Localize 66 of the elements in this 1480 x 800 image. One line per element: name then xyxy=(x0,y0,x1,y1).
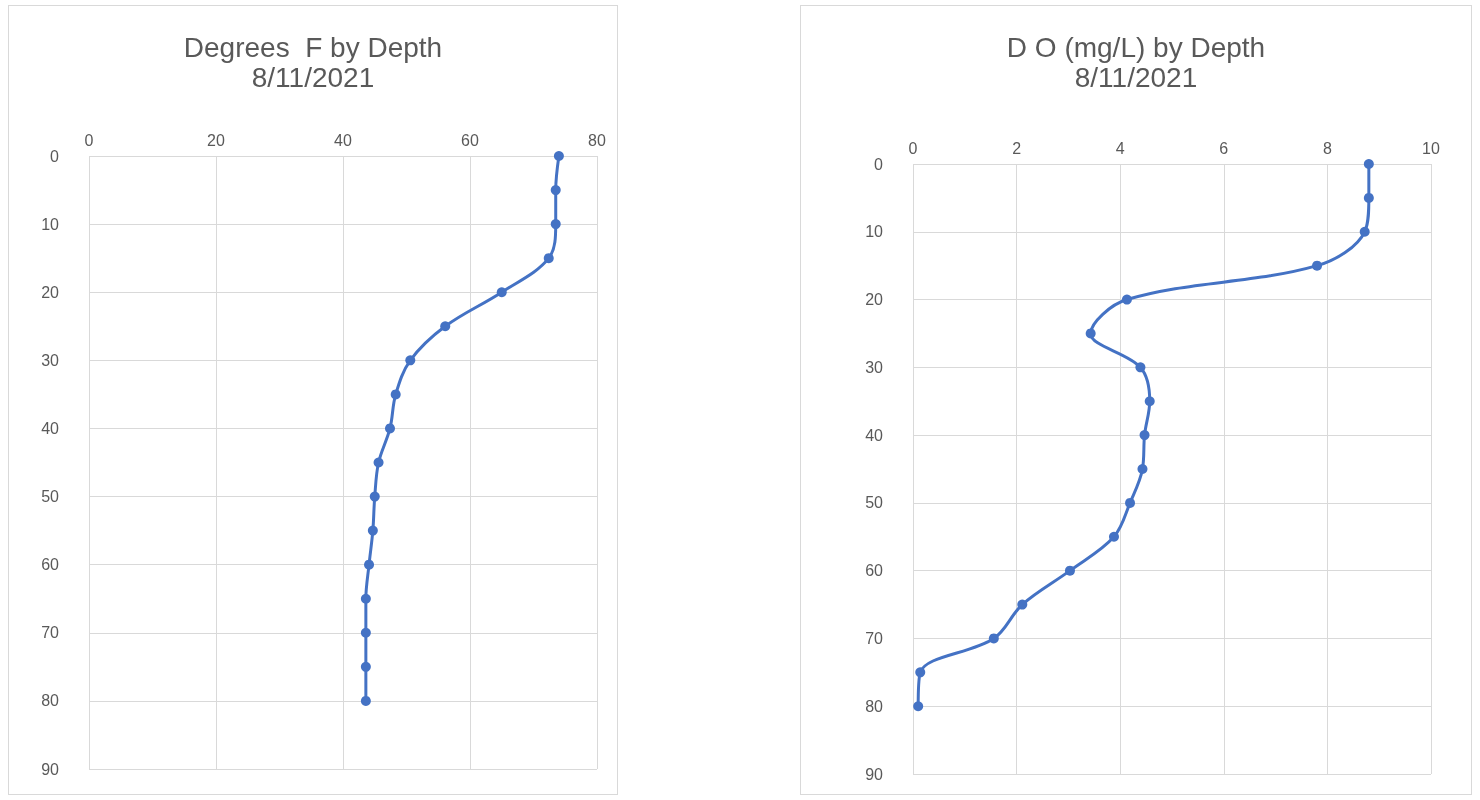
point xyxy=(1144,396,1155,407)
y-tick-label: 60 xyxy=(41,556,60,574)
point xyxy=(543,253,554,264)
y-tick-label: 90 xyxy=(41,760,60,778)
y-tick-label: 0 xyxy=(874,155,884,173)
chart-title: D O (mg/L) by Depth xyxy=(1006,31,1266,63)
y-tick-label: 30 xyxy=(865,358,884,376)
x-tick-label: 0 xyxy=(908,139,918,157)
x-tick-label: 80 xyxy=(588,131,606,149)
x-tick-label: 6 xyxy=(1219,139,1229,157)
point xyxy=(1108,531,1119,542)
y-tick-label: 70 xyxy=(41,624,60,642)
point xyxy=(915,667,926,678)
y-tick-label: 40 xyxy=(41,419,60,437)
point xyxy=(1359,226,1370,237)
point xyxy=(1085,328,1096,339)
point xyxy=(913,701,924,712)
y-tick-label: 50 xyxy=(865,494,884,512)
point xyxy=(360,695,371,706)
point xyxy=(405,355,416,366)
y-tick-label: 70 xyxy=(865,629,884,647)
y-tick-label: 30 xyxy=(41,351,60,369)
y-tick-label: 10 xyxy=(41,215,60,233)
point xyxy=(550,185,561,196)
point xyxy=(369,491,380,502)
x-tick-label: 0 xyxy=(84,131,94,149)
y-tick-label: 40 xyxy=(865,426,884,444)
y-tick-label: 60 xyxy=(865,562,884,580)
x-tick-label: 60 xyxy=(461,131,479,149)
point xyxy=(988,633,999,644)
point xyxy=(1135,362,1146,373)
point xyxy=(390,389,401,400)
x-tick-label: 40 xyxy=(334,131,352,149)
point xyxy=(440,321,451,332)
y-tick-label: 50 xyxy=(41,488,60,506)
point xyxy=(553,151,564,161)
chart-title: Degrees F by Depth xyxy=(183,31,443,63)
x-tick-label: 10 xyxy=(1422,139,1440,157)
point xyxy=(360,593,371,604)
y-tick-label: 90 xyxy=(865,765,884,783)
point xyxy=(1363,159,1374,169)
point xyxy=(1125,497,1136,508)
x-tick-label: 20 xyxy=(207,131,225,149)
point xyxy=(367,525,378,536)
y-tick-label: 10 xyxy=(865,223,884,241)
point xyxy=(360,627,371,638)
y-tick-label: 20 xyxy=(41,283,60,301)
y-tick-label: 80 xyxy=(865,697,884,715)
x-tick-label: 4 xyxy=(1115,139,1125,157)
point xyxy=(1121,294,1132,305)
point xyxy=(1312,260,1323,271)
point xyxy=(1017,599,1028,610)
point xyxy=(1363,192,1374,203)
y-tick-label: 80 xyxy=(41,692,60,710)
point xyxy=(1139,430,1150,441)
y-tick-label: 20 xyxy=(865,291,884,309)
point xyxy=(364,559,375,570)
point xyxy=(1137,464,1148,474)
x-tick-label: 8 xyxy=(1322,139,1332,157)
point xyxy=(496,287,507,298)
point xyxy=(385,423,395,434)
point xyxy=(1064,565,1075,576)
x-tick-label: 2 xyxy=(1012,139,1022,157)
point xyxy=(550,219,561,230)
point xyxy=(373,457,384,468)
point xyxy=(360,661,371,672)
